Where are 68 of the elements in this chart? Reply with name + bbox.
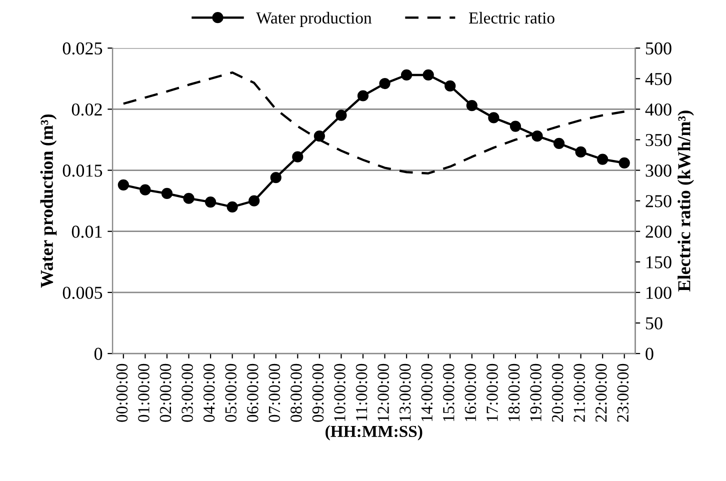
- x-tick-label: 13:00:00: [399, 364, 411, 422]
- x-tick-label: 03:00:00: [182, 364, 194, 422]
- point: [553, 138, 565, 149]
- x-tick-label: 12:00:00: [378, 364, 390, 422]
- y-tick-label: 0.02: [72, 103, 102, 116]
- x-tick-label: 01:00:00: [138, 364, 150, 422]
- point: [379, 78, 390, 90]
- y2-tick-label: 300: [646, 164, 672, 177]
- x-tick-label: 07:00:00: [268, 364, 280, 422]
- y-tick-label: 0: [94, 348, 102, 360]
- x-tick-label: 21:00:00: [574, 364, 586, 422]
- y-tick-label: 0.015: [62, 164, 102, 177]
- y-tick-label: 0.025: [62, 42, 102, 55]
- y2-tick-label: 150: [646, 256, 672, 268]
- point: [357, 90, 369, 102]
- x-tick-label: 08:00:00: [290, 364, 302, 422]
- point: [161, 188, 173, 200]
- point: [292, 151, 304, 162]
- y-tick-label: 0.005: [62, 286, 102, 299]
- x-tick-label: 17:00:00: [486, 364, 498, 422]
- x-tick-label: 18:00:00: [508, 364, 520, 422]
- x-axis-title: (HH:MM:SS): [326, 425, 422, 440]
- point: [183, 192, 194, 204]
- y-axis-title: Water production (m³): [40, 114, 57, 288]
- x-tick-label: 00:00:00: [116, 364, 128, 422]
- point: [618, 157, 630, 168]
- point: [336, 110, 347, 121]
- y2-tick-label: 400: [645, 103, 672, 116]
- point: [140, 184, 151, 196]
- y2-tick-label: 200: [646, 226, 672, 238]
- point: [118, 179, 129, 190]
- point: [422, 69, 434, 81]
- x-tick-label: 09:00:00: [312, 364, 324, 422]
- legend-label: Water production: [256, 12, 372, 27]
- x-tick-label: 11:00:00: [356, 364, 368, 420]
- x-tick-label: 22:00:00: [596, 364, 607, 422]
- y2-tick-label: 500: [646, 42, 672, 55]
- point: [510, 120, 522, 132]
- legend-label: Electric ratio: [468, 12, 554, 24]
- x-tick-label: 05:00:00: [225, 364, 237, 422]
- x-tick-label: 02:00:00: [160, 364, 172, 422]
- point: [597, 154, 608, 165]
- x-tick-label: 19:00:00: [530, 364, 542, 422]
- y2-tick-label: 0: [646, 348, 654, 360]
- point: [401, 69, 412, 81]
- x-tick-label: 10:00:00: [334, 364, 346, 422]
- y2-tick-label: 450: [645, 72, 672, 86]
- point: [270, 172, 282, 184]
- point: [488, 112, 500, 124]
- x-tick-label: 16:00:00: [464, 364, 476, 422]
- x-tick-label: 04:00:00: [203, 364, 215, 422]
- point: [226, 201, 238, 212]
- y2-tick-label: 250: [646, 195, 672, 208]
- x-tick-label: 14:00:00: [421, 364, 433, 422]
- point: [204, 196, 216, 208]
- x-tick-label: 20:00:00: [552, 364, 564, 422]
- y2-axis-title: Electric ratio (kWh/m³): [678, 110, 694, 292]
- y2-tick-label: 100: [646, 286, 672, 299]
- y-tick-label: 0.01: [72, 226, 102, 238]
- x-tick-label: 23:00:00: [617, 364, 629, 422]
- point: [248, 195, 260, 206]
- x-tick-label: 06:00:00: [247, 364, 258, 422]
- x-tick-label: 15:00:00: [443, 364, 454, 422]
- y2-tick-label: 50: [646, 317, 662, 330]
- point: [575, 146, 586, 158]
- point: [466, 100, 478, 112]
- y2-tick-label: 350: [646, 134, 672, 146]
- point: [444, 80, 456, 92]
